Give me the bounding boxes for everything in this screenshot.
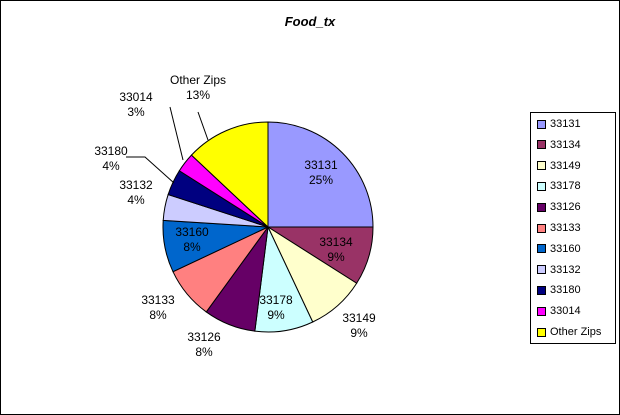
legend-swatch bbox=[537, 306, 546, 316]
legend-swatch bbox=[537, 244, 546, 254]
legend-swatch bbox=[537, 223, 546, 233]
legend-swatch bbox=[537, 327, 546, 337]
legend-label: 33014 bbox=[550, 305, 581, 318]
data-label-33134: 33134 9% bbox=[319, 235, 353, 264]
legend-item-33149: 33149 bbox=[537, 158, 581, 174]
legend-label: 33180 bbox=[550, 284, 581, 297]
legend-item-33126: 33126 bbox=[537, 199, 581, 215]
data-label-33131: 33131 25% bbox=[304, 158, 338, 187]
legend-item-33134: 33134 bbox=[537, 137, 581, 153]
data-label-33178: 33178 9% bbox=[259, 293, 293, 322]
legend-item-33132: 33132 bbox=[537, 262, 581, 278]
data-label-33180: 33180 4% bbox=[94, 144, 128, 173]
data-label-33132: 33132 4% bbox=[119, 178, 153, 207]
pie-slice-33131 bbox=[267, 121, 374, 228]
legend-label: 33149 bbox=[550, 159, 581, 172]
data-label-other-zips: Other Zips 13% bbox=[170, 73, 226, 102]
legend-label: 33160 bbox=[550, 242, 581, 255]
legend-swatch bbox=[537, 202, 546, 212]
data-label-33133: 33133 8% bbox=[141, 293, 175, 322]
legend-item-33133: 33133 bbox=[537, 220, 581, 236]
leader-line-other-zips bbox=[197, 111, 209, 141]
legend-label: 33126 bbox=[550, 201, 581, 214]
legend-item-33178: 33178 bbox=[537, 178, 581, 194]
legend-label: 33133 bbox=[550, 222, 581, 234]
legend-label: 33178 bbox=[550, 180, 581, 193]
data-label-33160: 33160 8% bbox=[175, 225, 209, 254]
legend-swatch bbox=[537, 285, 546, 295]
legend-swatch bbox=[537, 119, 546, 129]
legend-item-33160: 33160 bbox=[537, 241, 581, 257]
pie-slice-other-zips bbox=[190, 121, 269, 229]
legend-item-33014: 33014 bbox=[537, 303, 581, 319]
chart-title: Food_tx bbox=[284, 14, 336, 29]
legend-label: 33132 bbox=[550, 263, 581, 276]
legend-swatch bbox=[537, 181, 546, 191]
legend-swatch bbox=[537, 161, 546, 171]
leader-line-33014 bbox=[169, 106, 184, 161]
data-label-33149: 33149 9% bbox=[342, 311, 376, 340]
legend-label: Other Zips bbox=[550, 326, 602, 338]
legend-label: 33134 bbox=[550, 138, 581, 151]
legend-item-33180: 33180 bbox=[537, 282, 581, 298]
data-label-33126: 33126 8% bbox=[187, 330, 221, 359]
legend-swatch bbox=[537, 265, 546, 275]
leader-line-33180 bbox=[126, 156, 175, 184]
legend-item-other-zips: Other Zips bbox=[537, 324, 601, 340]
legend-item-33131: 33131 bbox=[537, 116, 581, 132]
data-label-33014: 33014 3% bbox=[119, 90, 153, 119]
legend: 33131 33134 33149 33178 33126 33133 33160 33132… bbox=[530, 112, 616, 344]
legend-swatch bbox=[537, 140, 546, 150]
legend-label: 33131 bbox=[550, 118, 581, 130]
